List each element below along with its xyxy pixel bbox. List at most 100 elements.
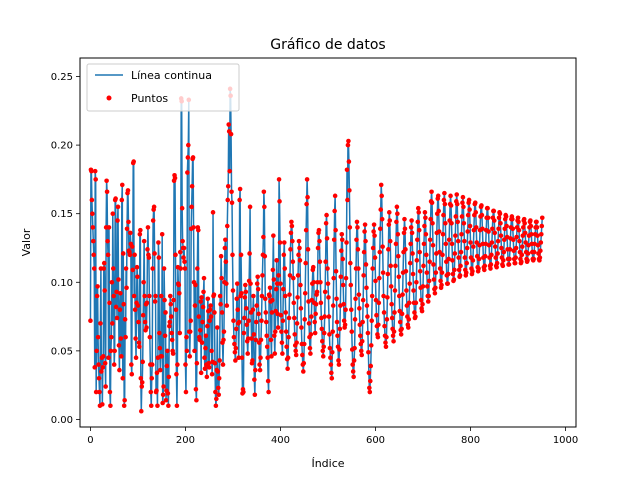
data-point [393, 263, 398, 269]
data-point [97, 389, 102, 395]
data-point [385, 271, 391, 277]
data-point [174, 371, 179, 377]
data-point [449, 241, 455, 247]
data-point [185, 155, 191, 160]
data-point [176, 282, 182, 288]
data-point [242, 295, 248, 300]
data-point [376, 300, 382, 306]
data-point [252, 392, 258, 398]
data-point [119, 354, 124, 359]
data-point [334, 296, 339, 302]
data-point [367, 389, 373, 395]
data-point [262, 253, 268, 259]
data-point [135, 274, 140, 280]
data-point [489, 240, 495, 245]
data-point [113, 196, 118, 201]
data-point [386, 247, 391, 252]
data-point [132, 307, 138, 313]
x-tick-label: 1000 [553, 435, 578, 446]
data-point [162, 333, 168, 339]
y-tick-label: 0.15 [51, 209, 73, 220]
data-point [215, 325, 220, 330]
data-point [419, 308, 425, 314]
data-point [343, 275, 349, 281]
data-point [221, 337, 226, 343]
data-point [359, 352, 365, 358]
data-point [330, 303, 336, 308]
data-point [188, 318, 193, 323]
data-point [244, 322, 250, 328]
data-point [120, 376, 126, 381]
data-point [396, 274, 402, 280]
data-point [245, 351, 251, 356]
x-tick-label: 400 [271, 435, 290, 446]
data-point [122, 317, 128, 322]
data-point [134, 264, 140, 270]
data-point [177, 290, 182, 296]
data-point [388, 284, 394, 289]
data-point [535, 242, 541, 248]
data-point [114, 289, 119, 295]
data-point [289, 219, 294, 225]
data-point [329, 349, 335, 355]
data-point [328, 355, 333, 361]
data-point [246, 318, 251, 323]
data-point [322, 289, 328, 295]
data-point [210, 210, 216, 215]
data-point [421, 241, 427, 247]
data-point [202, 366, 208, 372]
data-point [455, 219, 461, 225]
data-point [319, 326, 325, 332]
data-point [436, 229, 442, 234]
data-point [237, 197, 242, 203]
data-point [111, 362, 117, 367]
data-point [424, 270, 430, 275]
data-point [418, 297, 424, 303]
data-point [174, 403, 180, 409]
legend: Línea continua Puntos [86, 63, 240, 112]
data-point [496, 226, 501, 232]
data-point [460, 200, 465, 206]
data-point [433, 270, 439, 275]
data-point [195, 266, 200, 271]
data-point [270, 297, 275, 303]
data-point [339, 237, 345, 243]
data-point [147, 293, 152, 299]
data-point [423, 215, 428, 221]
data-point [160, 392, 166, 398]
data-point [426, 293, 432, 299]
data-point [465, 212, 471, 218]
data-point [346, 138, 351, 144]
data-point [247, 204, 253, 210]
data-point [377, 249, 383, 255]
data-point [503, 214, 509, 219]
data-point [339, 248, 344, 254]
data-point [173, 307, 179, 313]
data-point [350, 362, 356, 367]
data-point [415, 219, 421, 225]
data-point [153, 293, 158, 299]
data-point [496, 215, 502, 221]
data-point [372, 255, 378, 260]
data-point [264, 333, 270, 339]
data-point [416, 227, 422, 233]
data-point [133, 336, 138, 341]
data-point [334, 319, 340, 325]
data-point [395, 231, 401, 237]
data-point [170, 351, 176, 356]
data-point [366, 370, 372, 376]
data-point [238, 252, 244, 258]
data-point [116, 277, 121, 282]
data-point [446, 256, 451, 262]
data-point [160, 400, 165, 406]
data-point [173, 252, 178, 258]
data-point [265, 355, 270, 361]
data-point [403, 269, 409, 274]
data-point [498, 221, 503, 226]
data-point [184, 334, 189, 340]
data-point [225, 183, 231, 189]
data-point [284, 344, 289, 350]
data-point [376, 322, 381, 328]
data-point [224, 281, 229, 286]
data-point [123, 266, 129, 271]
